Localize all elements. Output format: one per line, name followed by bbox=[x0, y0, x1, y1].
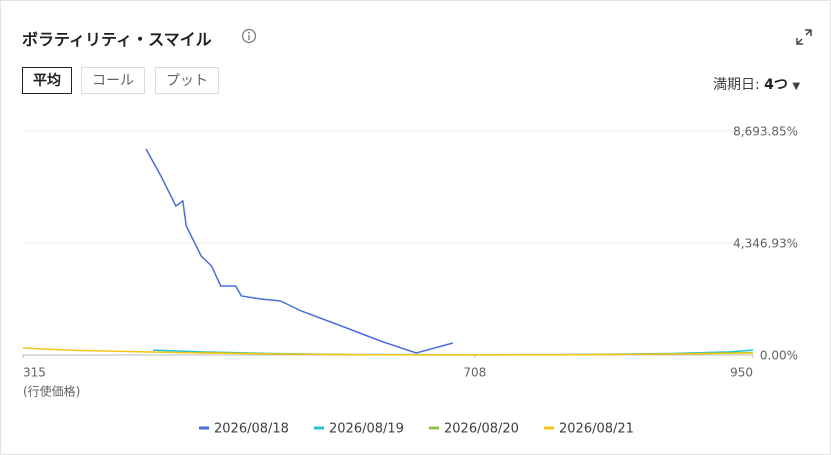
x-axis-label: (行使価格) bbox=[23, 384, 80, 399]
x-tick-label: 950 bbox=[730, 366, 753, 380]
caret: ▼ bbox=[792, 81, 801, 92]
legend-label: 2026/08/18 bbox=[214, 422, 289, 437]
y-tick-label: 8,693.85% bbox=[733, 125, 798, 139]
y-tick-label: 0.00% bbox=[760, 349, 798, 363]
call-button[interactable]: コール bbox=[81, 67, 145, 94]
legend-label: 2026/08/19 bbox=[329, 422, 404, 437]
series-line bbox=[22, 347, 754, 356]
info-icon[interactable] bbox=[241, 28, 257, 44]
avg-button[interactable]: 平均 bbox=[22, 67, 72, 94]
legend-label: 2026/08/21 bbox=[559, 422, 634, 437]
x-tick-label: 315 bbox=[23, 366, 46, 380]
x-tick-label: 708 bbox=[463, 366, 486, 380]
title: ボラティリティ・スマイル bbox=[22, 30, 212, 49]
put-button[interactable]: プット bbox=[155, 67, 219, 94]
expiry-value: 4つ bbox=[764, 77, 788, 93]
legend-label: 2026/08/20 bbox=[444, 422, 519, 437]
y-tick-label: 4,346.93% bbox=[733, 236, 798, 250]
series-line bbox=[145, 148, 454, 354]
expand-icon[interactable] bbox=[795, 28, 813, 46]
expiry-selector[interactable]: 満期日: 4つ ▼ bbox=[713, 74, 800, 94]
expiry-label: 満期日: bbox=[713, 77, 760, 93]
